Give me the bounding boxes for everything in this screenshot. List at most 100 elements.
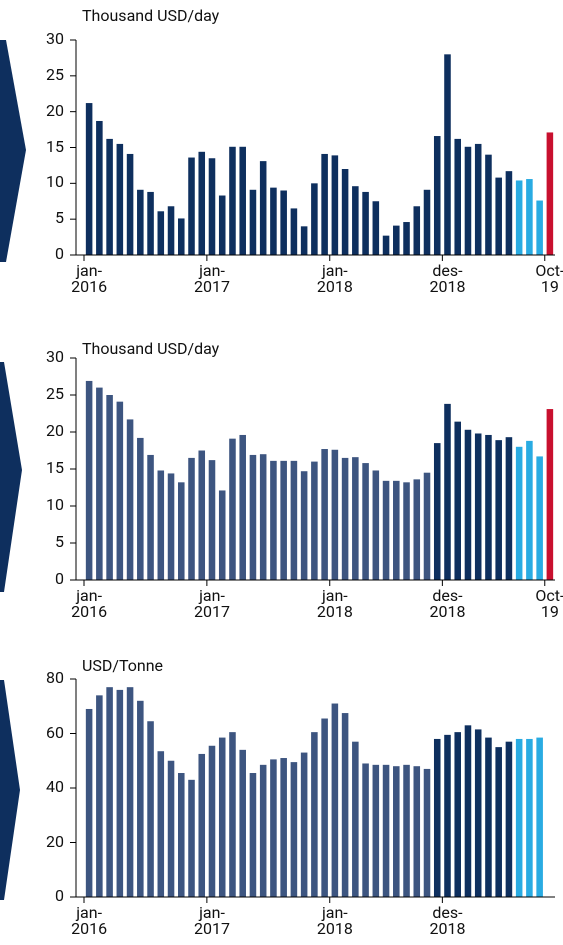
bar [536, 200, 543, 255]
bar [147, 454, 154, 580]
bar [167, 760, 175, 897]
y-tick-label: 30 [46, 29, 64, 48]
bar [280, 190, 287, 255]
bar [85, 708, 93, 897]
y-tick-label: 80 [46, 668, 64, 687]
bar [495, 440, 502, 580]
bar [546, 409, 554, 580]
bar [454, 421, 462, 580]
bar [505, 171, 513, 255]
bar [403, 764, 410, 897]
bar [167, 473, 175, 580]
y-tick-label: 15 [46, 136, 64, 156]
bar [423, 768, 431, 897]
bar [177, 218, 185, 255]
bar [536, 456, 543, 580]
bar [311, 183, 318, 255]
bar [208, 158, 216, 255]
x-tick-label: jan- 2017 [194, 586, 230, 621]
bar [270, 460, 277, 580]
bar [177, 482, 185, 580]
bar [229, 732, 236, 897]
bar [147, 191, 154, 255]
bar [290, 762, 298, 897]
y-tick-label: 20 [46, 831, 64, 851]
bar [433, 136, 441, 255]
bar [137, 700, 144, 897]
bar [403, 482, 410, 580]
bar [372, 470, 380, 580]
bar [423, 189, 431, 255]
chevron [0, 362, 22, 592]
bar [495, 747, 502, 897]
bar [464, 725, 472, 897]
bar [96, 695, 103, 897]
bar [116, 689, 124, 897]
y-tick-label: 0 [55, 886, 64, 905]
x-tick-label: Oct- 19 [535, 261, 563, 296]
bar [157, 211, 165, 255]
bar [188, 157, 195, 255]
bar [515, 738, 523, 897]
bar [218, 737, 226, 897]
bar [433, 738, 441, 897]
bar [362, 463, 369, 580]
x-tick-label: jan- 2018 [316, 586, 353, 621]
bar [208, 745, 216, 897]
bar [454, 732, 462, 897]
bar [290, 208, 298, 255]
bar [106, 395, 113, 580]
y-tick-label: 20 [46, 421, 64, 440]
bar [352, 741, 359, 897]
bar [321, 153, 328, 255]
bar [106, 138, 113, 255]
bar [485, 434, 492, 580]
bar [331, 703, 339, 897]
bar [280, 758, 287, 897]
axis-unit: Thousand USD/day [82, 6, 220, 25]
x-tick-label: jan- 2016 [71, 903, 108, 938]
bar [280, 460, 287, 580]
bar [259, 161, 267, 255]
bar [464, 429, 472, 580]
bar [116, 143, 124, 255]
y-tick-label: 10 [46, 172, 64, 192]
bar [249, 454, 257, 580]
y-tick-label: 10 [46, 495, 64, 514]
bar [198, 450, 206, 580]
bar [515, 446, 523, 580]
bar [454, 138, 462, 255]
bar [352, 457, 359, 580]
bar [229, 438, 236, 580]
bar [382, 235, 390, 255]
bar [157, 751, 165, 897]
bar [249, 189, 257, 255]
bar [413, 479, 421, 580]
bar [259, 454, 267, 580]
bar [546, 132, 554, 255]
bar [341, 457, 349, 580]
bar [505, 437, 513, 580]
y-tick-label: 20 [46, 100, 64, 120]
bar [198, 151, 206, 255]
y-tick-label: 15 [46, 458, 64, 477]
bar [300, 471, 308, 580]
bar [474, 143, 482, 255]
bar [382, 764, 390, 897]
bar [177, 773, 185, 897]
x-tick-label: jan- 2016 [71, 261, 108, 296]
y-tick-label: 30 [46, 347, 64, 366]
bar [126, 419, 134, 580]
bar [259, 764, 267, 897]
bar [321, 718, 328, 897]
bar [413, 766, 421, 897]
x-tick-label: jan- 2018 [316, 903, 353, 938]
bar [85, 103, 93, 255]
bar [331, 449, 339, 580]
axis-unit: USD/Tonne [82, 656, 164, 675]
bar [341, 713, 349, 897]
bar [413, 206, 421, 255]
bar [393, 766, 400, 897]
bar [372, 764, 380, 897]
